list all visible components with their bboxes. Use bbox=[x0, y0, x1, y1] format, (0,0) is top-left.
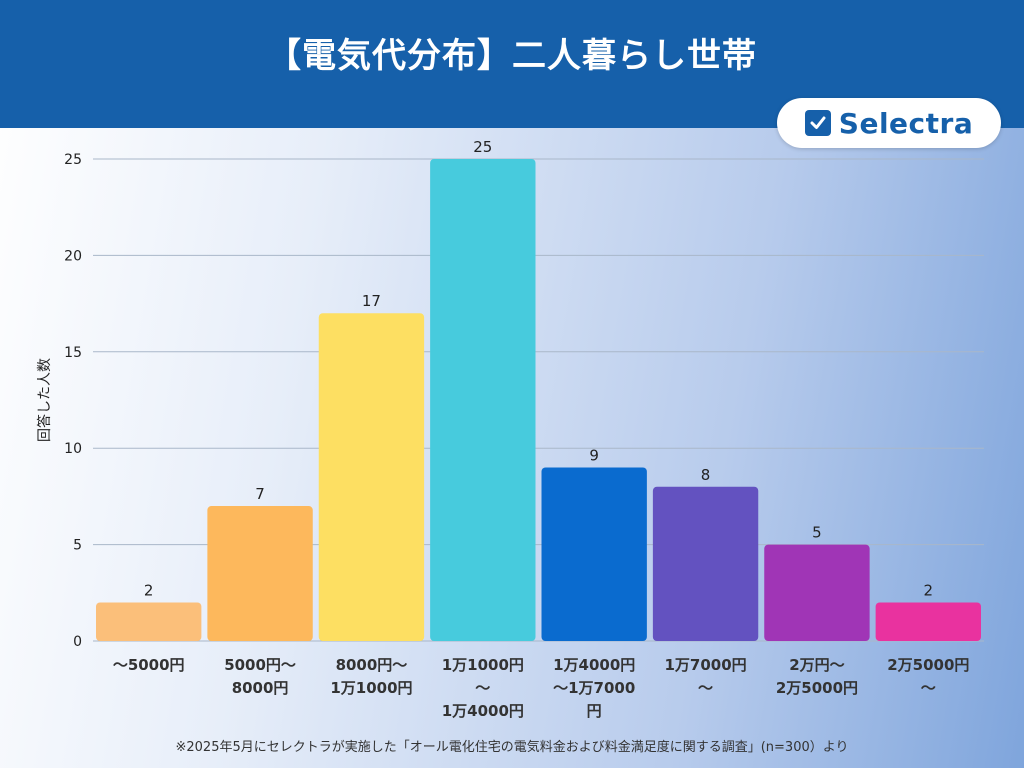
value-label: 17 bbox=[362, 292, 381, 310]
value-label: 9 bbox=[589, 446, 599, 464]
bar bbox=[207, 506, 313, 641]
value-label: 8 bbox=[701, 466, 711, 484]
footnote: ※2025年5月にセレクトラが実施した「オール電化住宅の電気料金および料金満足度… bbox=[175, 740, 849, 755]
y-tick-label: 0 bbox=[73, 634, 82, 650]
y-tick-label: 10 bbox=[64, 441, 82, 457]
bar bbox=[541, 467, 647, 641]
bar bbox=[764, 544, 870, 641]
y-tick-label: 25 bbox=[64, 152, 82, 168]
value-label: 7 bbox=[255, 485, 265, 503]
header-banner: 【電気代分布】二人暮らし世帯 bbox=[0, 0, 1024, 128]
bar bbox=[652, 486, 759, 641]
x-tick-label: 1万1000円～ 1万4000円 bbox=[442, 656, 524, 720]
bars bbox=[96, 159, 981, 641]
page-title: 【電気代分布】二人暮らし世帯 bbox=[267, 36, 757, 76]
y-axis-ticks: 0 5 10 15 20 25 bbox=[64, 152, 82, 650]
bar bbox=[96, 602, 202, 641]
value-label: 2 bbox=[144, 581, 154, 599]
logo-text: Selectra bbox=[838, 106, 974, 140]
x-tick-label: 2万5000円～ bbox=[887, 656, 969, 697]
x-axis-labels: ～5000円 5000円～ 8000円 8000円～ 1万1000円 1万1000円～ 1万… bbox=[113, 656, 970, 720]
y-axis-label: 回答した人数 bbox=[36, 358, 53, 442]
y-tick-label: 20 bbox=[64, 248, 82, 264]
x-tick-label: 1万4000円～1万7000 円 bbox=[553, 656, 635, 720]
bar bbox=[318, 313, 425, 641]
value-label: 25 bbox=[473, 138, 492, 156]
y-tick-label: 5 bbox=[73, 538, 82, 554]
x-tick-label: ～5000円 bbox=[113, 656, 185, 674]
value-label: 5 bbox=[812, 524, 822, 542]
bar bbox=[875, 602, 981, 641]
x-tick-label: 5000円～ 8000円 bbox=[224, 656, 296, 697]
checkbox-icon bbox=[804, 110, 831, 136]
value-label: 2 bbox=[924, 581, 934, 599]
x-tick-label: 2万円～ 2万5000円 bbox=[776, 656, 858, 697]
x-tick-label: 8000円～ 1万1000円 bbox=[330, 656, 412, 697]
x-tick-label: 1万7000円～ bbox=[664, 656, 746, 697]
value-labels: 2 7 17 25 9 8 5 2 bbox=[144, 138, 933, 599]
y-tick-label: 15 bbox=[64, 345, 82, 361]
bar bbox=[430, 159, 536, 641]
selectra-logo: Selectra bbox=[777, 98, 1001, 148]
